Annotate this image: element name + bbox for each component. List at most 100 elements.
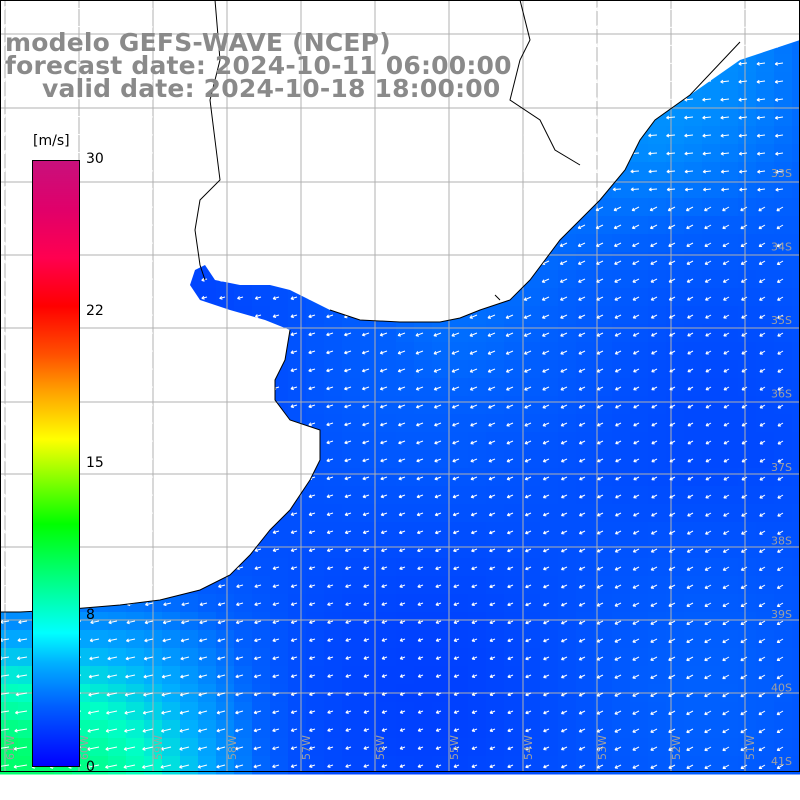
wind-arrow (93, 457, 100, 462)
wind-cell (576, 450, 595, 469)
wind-cell (252, 648, 271, 667)
wind-arrow (326, 150, 334, 155)
wind-arrow (127, 96, 136, 101)
wind-cell (288, 324, 307, 343)
wind-arrow (723, 422, 730, 427)
wind-cell (594, 630, 613, 649)
wind-arrow (668, 296, 676, 301)
wind-arrow (596, 656, 604, 661)
wind-cell (630, 576, 649, 595)
wind-arrow (453, 620, 460, 624)
wind-cell (648, 306, 667, 325)
wind-arrow (399, 674, 406, 678)
wind-cell (684, 288, 703, 307)
wind-arrow (308, 6, 316, 11)
wind-arrow (146, 205, 154, 210)
wind-cell (702, 666, 721, 685)
wind-cell (774, 108, 793, 127)
wind-arrow (722, 602, 730, 607)
wind-cell (792, 162, 800, 181)
wind-arrow (326, 458, 334, 463)
wind-arrow (613, 242, 622, 248)
wind-arrow (218, 566, 226, 571)
wind-arrow (290, 638, 298, 642)
wind-arrow (666, 25, 676, 30)
wind-cell (414, 594, 433, 613)
wind-arrow (381, 638, 388, 642)
wind-arrow (235, 710, 244, 715)
wind-arrow (470, 6, 478, 11)
wind-cell (198, 702, 217, 721)
wind-arrow (290, 440, 298, 445)
wind-arrow (308, 60, 316, 65)
wind-arrow (124, 692, 136, 697)
wind-cell (450, 576, 469, 595)
wind-arrow (525, 764, 532, 769)
wind-cell (612, 540, 631, 559)
wind-arrow (56, 60, 64, 64)
wind-cell (414, 414, 433, 433)
wind-arrow (147, 457, 154, 462)
wind-arrow (776, 602, 784, 607)
wind-arrow (594, 43, 604, 48)
wind-cell (756, 522, 775, 541)
wind-arrow (525, 674, 532, 679)
wind-arrow (525, 692, 532, 697)
wind-arrow (630, 115, 640, 120)
wind-cell (720, 720, 739, 739)
wind-cell (702, 126, 721, 145)
wind-arrow (559, 206, 568, 212)
wind-cell (378, 666, 397, 685)
wind-arrow (399, 602, 406, 606)
wind-arrow (2, 168, 10, 172)
wind-cell (234, 612, 253, 631)
wind-arrow (272, 458, 280, 462)
wind-arrow (668, 746, 676, 751)
wind-arrow (379, 186, 388, 191)
wind-arrow (236, 458, 244, 462)
wind-arrow (254, 150, 262, 155)
wind-arrow (505, 206, 514, 211)
wind-arrow (147, 421, 154, 426)
wind-arrow (128, 168, 136, 173)
wind-cell (432, 450, 451, 469)
wind-cell (90, 612, 109, 631)
wind-arrow (759, 458, 766, 463)
wind-arrow (776, 674, 784, 680)
wind-cell (504, 594, 523, 613)
wind-arrow (417, 656, 424, 660)
wind-arrow (632, 746, 640, 751)
wind-arrow (506, 512, 514, 517)
wind-cell (342, 342, 361, 361)
wind-cell (576, 432, 595, 451)
wind-cell (666, 360, 685, 379)
wind-cell (594, 378, 613, 397)
wind-cell (648, 738, 667, 757)
wind-arrow (290, 6, 298, 11)
wind-cell (252, 558, 271, 577)
wind-arrow (759, 494, 766, 499)
wind-arrow (542, 530, 550, 535)
wind-arrow (722, 710, 730, 716)
wind-cell (558, 468, 577, 487)
wind-arrow (308, 242, 316, 247)
wind-cell (630, 414, 649, 433)
colorbar-unit: [m/s] (33, 133, 70, 149)
wind-arrow (777, 350, 784, 355)
wind-arrow (489, 584, 496, 589)
wind-arrow (469, 150, 478, 155)
wind-cell (684, 306, 703, 325)
wind-arrow (219, 295, 226, 300)
wind-arrow (147, 385, 154, 390)
wind-arrow (614, 656, 622, 661)
wind-arrow (559, 242, 568, 247)
wind-arrow (344, 548, 352, 553)
wind-cell (558, 450, 577, 469)
wind-cell (666, 288, 685, 307)
wind-arrow (723, 350, 730, 355)
wind-arrow (541, 187, 550, 192)
wind-cell (666, 396, 685, 415)
wind-arrow (363, 710, 370, 714)
wind-arrow (774, 115, 784, 120)
wind-cell (270, 756, 289, 775)
